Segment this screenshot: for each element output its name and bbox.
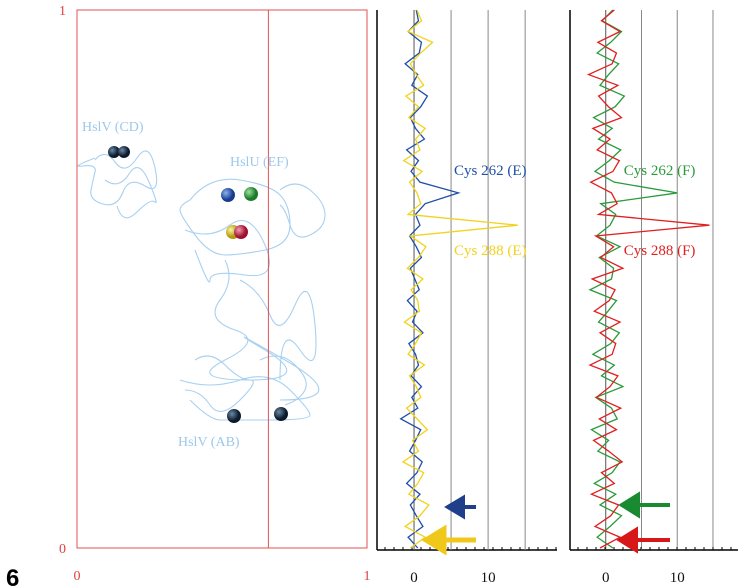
figure: 0101010Cys 262 (E)Cys 288 (E)010Cys 262 …	[0, 0, 738, 588]
x-tick-label: 10	[670, 570, 685, 586]
ball	[274, 407, 288, 421]
ball	[234, 225, 248, 239]
annotation: HslV (AB)	[178, 435, 240, 450]
x-tick-label: 0	[74, 569, 81, 584]
ball	[221, 188, 235, 202]
ball	[227, 409, 241, 423]
series-label: Cys 288 (F)	[624, 243, 696, 259]
ribbon	[78, 151, 325, 420]
ball	[244, 187, 258, 201]
x-tick-label: 0	[602, 570, 610, 586]
trace	[589, 10, 710, 548]
y-tick-label: 0	[59, 542, 66, 557]
series-label: Cys 288 (E)	[454, 243, 527, 259]
arrows	[426, 495, 670, 551]
annotation: HslU (EF)	[230, 155, 289, 170]
x-tick-label: 1	[364, 569, 371, 584]
series-label: Cys 262 (F)	[624, 163, 696, 179]
page: {"panel_label": "6", "chart_data": [ {"t…	[0, 0, 738, 588]
frame	[77, 10, 367, 548]
ball	[118, 146, 130, 158]
trace	[590, 10, 677, 548]
x-tick-label: 10	[481, 570, 496, 586]
x-tick-label: 0	[410, 570, 418, 586]
panel-label: 6	[6, 565, 19, 588]
cysteine-balls	[108, 146, 288, 423]
y-tick-label: 1	[59, 4, 66, 19]
annotation: HslV (CD)	[82, 120, 144, 135]
series-label: Cys 262 (E)	[454, 163, 527, 179]
trace	[401, 10, 459, 548]
